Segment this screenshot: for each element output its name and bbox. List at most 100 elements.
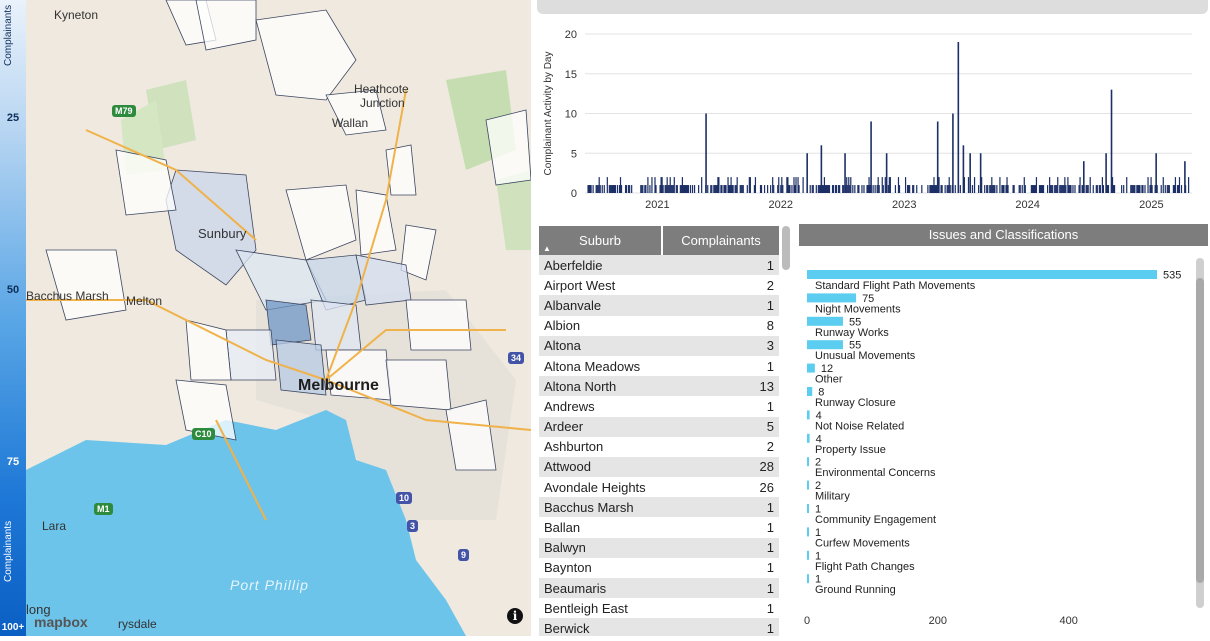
suburb-cell: Avondale Heights [544,479,646,495]
info-icon[interactable]: i [507,608,523,624]
timeline-ytick-label: 10 [565,109,577,121]
issues-scrollbar[interactable] [1196,258,1204,608]
complainants-cell: 1 [662,578,779,599]
table-row[interactable]: Ashburton 2 [539,437,779,457]
issue-bar [807,387,813,396]
legend-tick-75: 75 [6,456,20,468]
suburb-cell: Altona [539,335,662,356]
suburb-cell: Bacchus Marsh [539,497,662,518]
table-row[interactable]: Altona Meadows 1 [539,356,779,376]
table-row[interactable]: Baynton 1 [539,558,779,578]
timeline-ytick-label: 20 [565,29,577,41]
issue-category-label: Other [815,374,843,386]
suburb-table[interactable]: Suburb ▲ Complainants Aberfeldie 1 Airport… [539,226,793,636]
table-row[interactable]: Balwyn 1 [539,537,779,558]
road-shield: 10 [396,492,413,504]
issue-value-label: 2 [815,480,821,492]
issue-bar [807,574,809,584]
complainants-cell: 1 [766,560,774,576]
map-label-melton: Melton [126,294,163,308]
timeline-xtick-label: 2025 [1139,199,1163,211]
legend-title-top: Complainants [3,4,14,66]
issues-scrollbar-thumb[interactable] [1196,278,1204,583]
issue-bar [807,340,843,350]
table-row[interactable]: Airport West 2 [539,275,779,295]
suburb-cell: Baynton [544,560,592,576]
issue-value-label: 535 [1163,270,1181,282]
issue-value-label: 4 [816,433,822,445]
issue-value-label: 8 [818,387,824,399]
issue-xtick-label: 400 [1060,615,1078,627]
road-shield: C10 [192,428,215,440]
issue-category-label: Runway Closure [815,397,896,409]
suburb-cell: Altona Meadows [544,358,641,374]
issue-category-label: Community Engagement [815,514,936,526]
table-row[interactable]: Altona North 13 [539,376,779,397]
table-row[interactable]: Ballan 1 [539,517,779,537]
table-row[interactable]: Albion 8 [539,316,779,336]
map-view[interactable]: Kyneton Heathcote Junction Wallan Sunbur… [26,0,531,636]
table-row[interactable]: Berwick 1 [539,618,779,636]
issue-category-label: Runway Works [815,327,889,339]
table-row[interactable]: Bentleigh East 1 [539,598,779,618]
issues-chart: 535 Standard Flight Path Movements 75 Night… [799,250,1210,636]
suburb-cell: Berwick [539,618,662,636]
map-label-sunbury: Sunbury [198,226,247,241]
suburb-cell: Airport West [544,277,616,293]
complainants-cell: 1 [766,398,774,414]
complainants-cell: 1 [766,358,774,374]
column-header-complainants[interactable]: Complainants [661,226,779,255]
complainants-cell: 1 [662,618,779,636]
suburb-cell: Balwyn [539,537,662,558]
map-label-port-phillip: Port Phillip [230,577,309,593]
complainants-cell: 1 [662,255,779,276]
mapbox-logo[interactable]: mapbox [34,614,88,630]
bay-water [26,410,466,636]
issue-value-label: 1 [815,504,821,516]
map-label-lara: Lara [42,519,67,533]
issue-bar [807,480,809,490]
table-row[interactable]: Attwood 28 [539,456,779,478]
road-shield: 9 [458,549,470,561]
road-shield: M79 [112,105,136,117]
complainants-cell: 2 [766,277,774,293]
table-row[interactable]: Beaumaris 1 [539,578,779,599]
issue-value-label: 1 [815,550,821,562]
issue-category-label: Property Issue [815,444,886,456]
suburb-cell: Albanvale [539,295,662,316]
issue-bar [807,433,810,443]
table-row[interactable]: Aberfeldie 1 [539,255,779,276]
issue-bar [807,363,815,373]
legend-tick-50: 50 [6,284,20,296]
road-shield: 3 [407,520,419,532]
issue-bar [807,316,843,326]
issue-xtick-label: 0 [804,615,810,627]
complainants-legend: Complainants 25 50 75 Complainants 100+ [0,0,26,636]
suburb-cell: Andrews [544,398,595,414]
table-row[interactable]: Andrews 1 [539,396,779,416]
table-row[interactable]: Bacchus Marsh 1 [539,497,779,518]
complainants-cell: 1 [766,600,774,616]
issue-value-label: 12 [821,363,833,375]
timeline-ytick-label: 5 [571,148,577,160]
timeline-ylabel: Complainant Activity by Day [543,52,554,176]
sort-ascending-icon[interactable]: ▲ [543,244,551,253]
suburb-header-label: Suburb [579,233,621,248]
map-label-geelong: long [26,602,51,617]
column-header-suburb[interactable]: Suburb ▲ [539,226,662,255]
table-row[interactable]: Avondale Heights 26 [539,477,779,497]
table-row[interactable]: Ardeer 5 [539,416,779,437]
issue-value-label: 2 [815,457,821,469]
table-row[interactable]: Altona 3 [539,335,779,356]
complainants-cell: 5 [662,416,779,437]
complainants-cell: 28 [662,456,779,478]
table-scrollbar[interactable] [782,226,790,270]
suburb-cell: Ashburton [544,439,604,455]
complainants-cell: 2 [766,439,774,455]
table-body: Aberfeldie 1 Airport West 2 Albanvale 1 Albion… [539,255,779,636]
title-bar [537,0,1208,14]
roads [26,89,531,521]
table-row[interactable]: Albanvale 1 [539,295,779,316]
map-label-wallan: Wallan [332,116,369,130]
map-label-kyneton: Kyneton [54,8,99,22]
